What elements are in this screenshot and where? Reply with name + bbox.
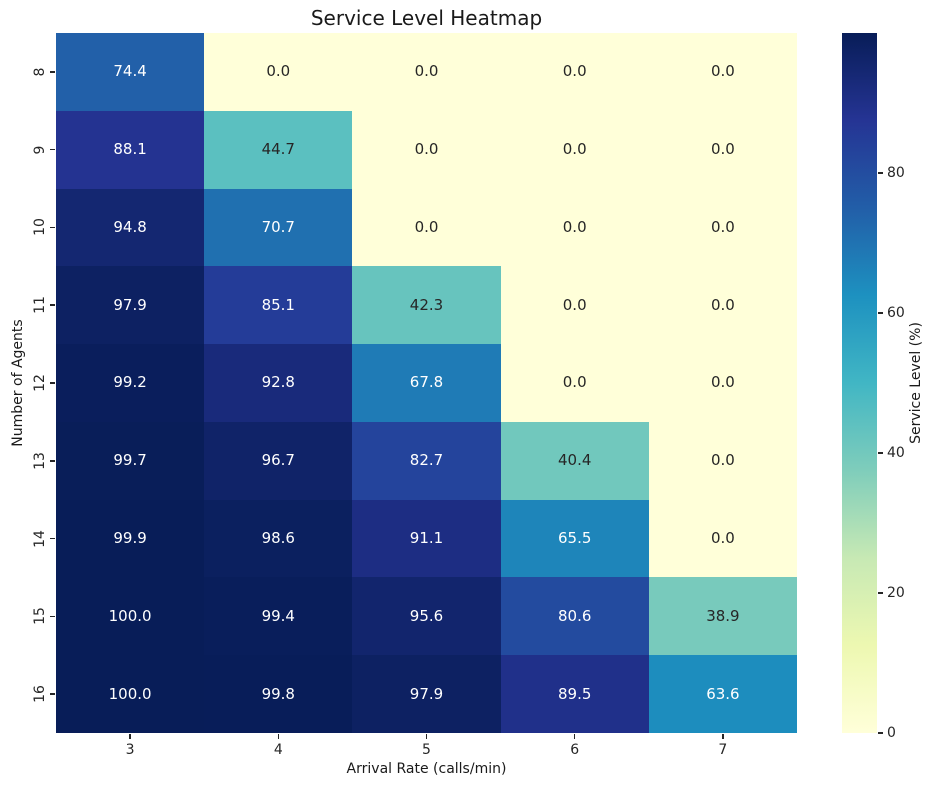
heatmap-cell-11-5: 42.3 bbox=[352, 266, 501, 345]
x-tickmark-4 bbox=[277, 734, 280, 739]
colorbar-tickmark-40 bbox=[878, 452, 883, 454]
heatmap-cell-11-4: 85.1 bbox=[204, 266, 353, 345]
y-axis-label: Number of Agents bbox=[10, 319, 26, 447]
heatmap-cell-13-6: 40.4 bbox=[500, 421, 649, 500]
x-tickmark-6 bbox=[573, 734, 576, 739]
heatmap-cell-14-3: 99.9 bbox=[56, 499, 205, 578]
heatmap-cell-12-3: 99.2 bbox=[56, 344, 205, 422]
heatmap-cell-11-6: 0.0 bbox=[500, 266, 649, 345]
heatmap-cell-10-5: 0.0 bbox=[352, 188, 501, 267]
y-tickmark-10 bbox=[50, 226, 55, 229]
heatmap-cell-11-3: 97.9 bbox=[56, 266, 205, 345]
heatmap-cell-12-6: 0.0 bbox=[500, 344, 649, 422]
heatmap-cell-8-6: 0.0 bbox=[500, 33, 649, 111]
x-tickmark-5 bbox=[425, 734, 428, 739]
y-tick-label-16: 16 bbox=[32, 685, 48, 704]
y-tickmark-14 bbox=[50, 537, 55, 540]
colorbar-tick-label-60: 60 bbox=[887, 305, 905, 321]
heatmap-cell-9-7: 0.0 bbox=[648, 110, 797, 189]
heatmap-cell-10-7: 0.0 bbox=[648, 188, 797, 267]
heatmap-cell-8-4: 0.0 bbox=[204, 33, 353, 111]
x-tickmark-7 bbox=[722, 734, 724, 739]
heatmap-cell-12-5: 67.8 bbox=[352, 344, 501, 422]
y-tick-label-8: 8 bbox=[32, 67, 48, 77]
heatmap-cell-14-4: 98.6 bbox=[204, 499, 353, 578]
heatmap-cell-8-5: 0.0 bbox=[352, 33, 501, 111]
heatmap-cell-15-5: 95.6 bbox=[352, 577, 501, 656]
heatmap-cell-16-5: 97.9 bbox=[352, 655, 501, 733]
y-tickmark-9 bbox=[50, 148, 55, 151]
y-tick-label-13: 13 bbox=[32, 451, 48, 470]
heatmap-cell-15-4: 99.4 bbox=[204, 577, 353, 656]
heatmap-cell-10-6: 0.0 bbox=[500, 188, 649, 267]
y-tick-label-15: 15 bbox=[32, 607, 48, 626]
heatmap-grid: 74.4 0.0 0.0 0.0 0.0 88.1 44.7 0.0 0.0 0.0 94.8 70.… bbox=[56, 33, 797, 733]
heatmap-cell-13-4: 96.7 bbox=[204, 421, 353, 500]
colorbar bbox=[842, 33, 877, 733]
heatmap-cell-13-3: 99.7 bbox=[56, 421, 205, 500]
heatmap-cell-9-6: 0.0 bbox=[500, 110, 649, 189]
heatmap-cell-12-4: 92.8 bbox=[204, 344, 353, 422]
y-tickmark-15 bbox=[50, 615, 55, 618]
heatmap-cell-13-5: 82.7 bbox=[352, 421, 501, 500]
colorbar-tick-label-80: 80 bbox=[887, 165, 905, 181]
colorbar-tickmark-60 bbox=[878, 312, 883, 314]
heatmap-cell-15-6: 80.6 bbox=[500, 577, 649, 656]
heatmap-cell-14-5: 91.1 bbox=[352, 499, 501, 578]
y-tick-label-14: 14 bbox=[32, 529, 48, 548]
heatmap-cell-8-7: 0.0 bbox=[648, 33, 797, 111]
x-tick-label-3: 3 bbox=[125, 742, 135, 758]
heatmap-cell-13-7: 0.0 bbox=[648, 421, 797, 500]
x-tick-label-5: 5 bbox=[422, 742, 431, 758]
x-tickmark-3 bbox=[129, 734, 131, 739]
chart-title: Service Level Heatmap bbox=[310, 6, 543, 30]
x-axis-label: Arrival Rate (calls/min) bbox=[346, 761, 507, 777]
colorbar-tickmark-20 bbox=[878, 592, 883, 594]
colorbar-tickmark-80 bbox=[878, 172, 883, 174]
colorbar-tick-label-40: 40 bbox=[887, 445, 905, 461]
heatmap-cell-15-7: 38.9 bbox=[648, 577, 797, 656]
heatmap-cell-8-3: 74.4 bbox=[56, 33, 205, 111]
y-tick-label-10: 10 bbox=[32, 218, 48, 237]
heatmap-cell-15-3: 100.0 bbox=[56, 577, 205, 656]
y-tick-label-9: 9 bbox=[32, 145, 48, 155]
heatmap-cell-12-7: 0.0 bbox=[648, 344, 797, 422]
y-tickmark-16 bbox=[50, 693, 55, 695]
heatmap-cell-10-4: 70.7 bbox=[204, 188, 353, 267]
heatmap-cell-11-7: 0.0 bbox=[648, 266, 797, 345]
heatmap-cell-10-3: 94.8 bbox=[56, 188, 205, 267]
heatmap-cell-16-4: 99.8 bbox=[204, 655, 353, 733]
heatmap-cell-16-6: 89.5 bbox=[500, 655, 649, 733]
heatmap-cell-16-3: 100.0 bbox=[56, 655, 205, 733]
y-tickmark-12 bbox=[50, 382, 55, 384]
x-tick-label-4: 4 bbox=[273, 742, 283, 758]
x-tick-label-7: 7 bbox=[718, 742, 728, 758]
heatmap-cell-9-5: 0.0 bbox=[352, 110, 501, 189]
colorbar-tickmark-0 bbox=[878, 732, 883, 734]
heatmap-cell-9-3: 88.1 bbox=[56, 110, 205, 189]
colorbar-tick-label-0: 0 bbox=[887, 725, 896, 741]
colorbar-label: Service Level (%) bbox=[908, 322, 924, 444]
x-tick-label-6: 6 bbox=[570, 742, 580, 758]
heatmap-cell-9-4: 44.7 bbox=[204, 110, 353, 189]
heatmap-cell-14-6: 65.5 bbox=[500, 499, 649, 578]
heatmap-cell-14-7: 0.0 bbox=[648, 499, 797, 578]
heatmap-cell-16-7: 63.6 bbox=[648, 655, 797, 733]
y-tickmark-11 bbox=[50, 304, 55, 306]
y-tickmark-8 bbox=[50, 71, 55, 73]
colorbar-tick-label-20: 20 bbox=[887, 585, 905, 601]
y-tick-label-11: 11 bbox=[32, 296, 48, 315]
y-tick-label-12: 12 bbox=[32, 374, 48, 392]
y-tickmark-13 bbox=[50, 460, 55, 462]
